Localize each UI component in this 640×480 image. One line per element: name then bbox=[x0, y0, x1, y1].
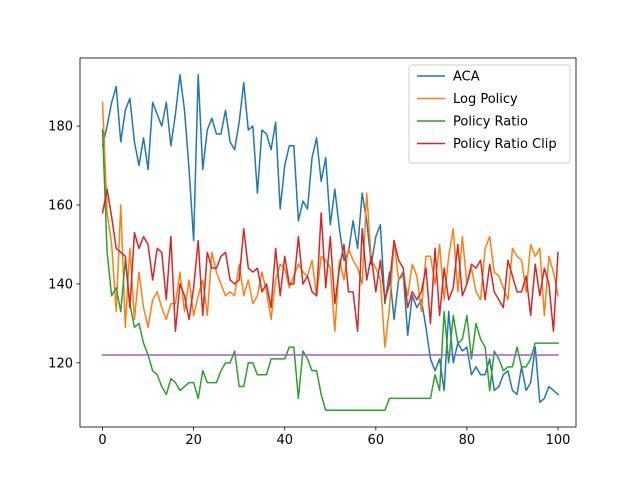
legend-label-policy-ratio: Policy Ratio bbox=[453, 115, 528, 130]
x-tick-label: 100 bbox=[546, 433, 571, 448]
y-tick-label: 180 bbox=[48, 120, 73, 135]
x-tick-label: 0 bbox=[98, 433, 106, 448]
x-tick-label: 80 bbox=[459, 433, 476, 448]
x-tick-label: 20 bbox=[185, 433, 202, 448]
series-line-policy-ratio bbox=[101, 129, 559, 411]
series-layer bbox=[101, 74, 560, 411]
x-tick-label: 40 bbox=[276, 433, 293, 448]
y-tick-label: 120 bbox=[48, 356, 73, 371]
legend-label-log-policy: Log Policy bbox=[453, 92, 518, 107]
series-line-aca bbox=[101, 74, 560, 404]
y-tick-label: 140 bbox=[48, 277, 73, 292]
series-line-log-policy bbox=[101, 101, 559, 348]
plot-frame bbox=[79, 57, 577, 428]
x-tick-label: 60 bbox=[368, 433, 385, 448]
axes-layer: 0 20 40 60 80 100 120 140 160 180 bbox=[48, 57, 577, 448]
legend-label-policy-ratio-clip: Policy Ratio Clip bbox=[453, 137, 557, 152]
series-line-policy-ratio-clip bbox=[101, 188, 559, 333]
legend: ACA Log Policy Policy Ratio Policy Ratio Cl… bbox=[408, 64, 571, 164]
y-tick-label: 160 bbox=[48, 199, 73, 214]
legend-label-aca: ACA bbox=[453, 70, 480, 85]
legend-box bbox=[408, 64, 571, 164]
